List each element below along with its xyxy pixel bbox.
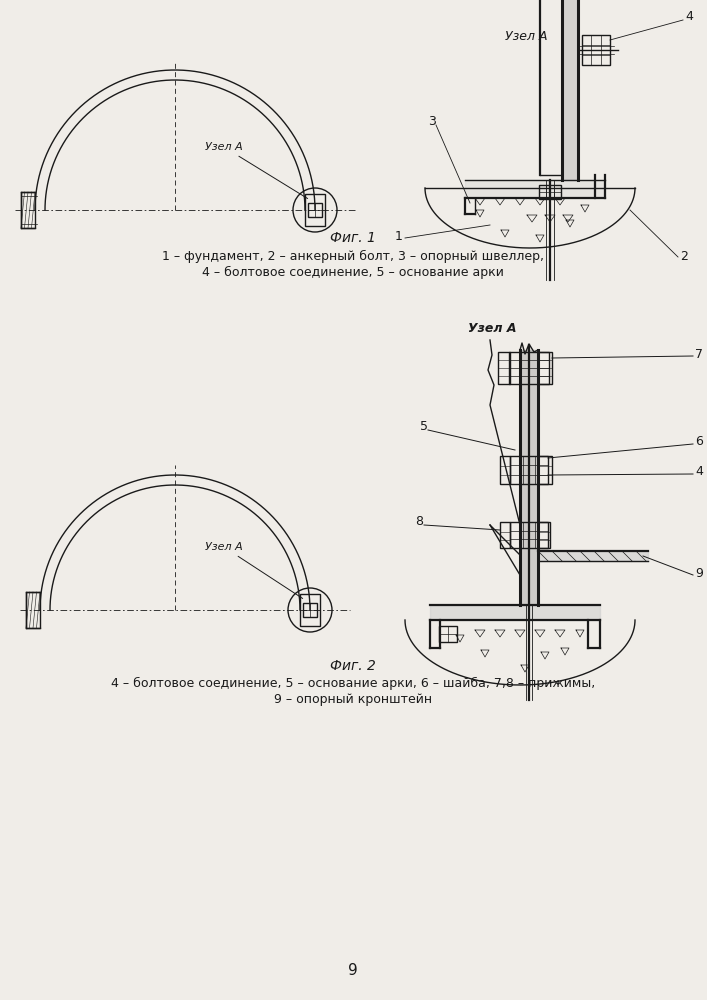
Text: 4 – болтовое соединение, 5 – основание арки, 6 – шайба, 7,8 – прижимы,: 4 – болтовое соединение, 5 – основание а… xyxy=(111,677,595,690)
Bar xyxy=(21,192,35,228)
Text: 4: 4 xyxy=(695,465,703,478)
Bar xyxy=(500,456,510,484)
Text: 9: 9 xyxy=(695,567,703,580)
Bar xyxy=(439,626,457,642)
Bar xyxy=(500,522,510,548)
Bar xyxy=(510,456,548,484)
Text: 2: 2 xyxy=(680,250,688,263)
Text: 3: 3 xyxy=(428,115,436,128)
Text: 8: 8 xyxy=(415,515,423,528)
Bar xyxy=(26,592,40,628)
Bar xyxy=(539,185,561,199)
Text: 4 – болтовое соединение, 5 – основание арки: 4 – болтовое соединение, 5 – основание а… xyxy=(202,266,504,279)
Bar xyxy=(538,522,550,548)
Text: Фиг. 2: Фиг. 2 xyxy=(330,659,376,673)
Bar xyxy=(538,352,552,384)
Bar xyxy=(538,456,552,484)
Bar xyxy=(582,35,610,65)
Bar xyxy=(498,352,510,384)
Text: Узел А: Узел А xyxy=(505,30,547,43)
Text: 1: 1 xyxy=(395,230,403,243)
Text: Узел А: Узел А xyxy=(205,542,303,598)
Text: 4: 4 xyxy=(685,10,693,23)
Text: 1 – фундамент, 2 – анкерный болт, 3 – опорный швеллер,: 1 – фундамент, 2 – анкерный болт, 3 – оп… xyxy=(162,250,544,263)
Text: 5: 5 xyxy=(420,420,428,433)
Bar xyxy=(308,203,322,217)
Text: Узел А: Узел А xyxy=(205,142,308,199)
Bar xyxy=(300,594,320,626)
Text: Узел А: Узел А xyxy=(468,322,517,335)
Text: 9: 9 xyxy=(348,963,358,978)
Bar xyxy=(509,352,549,384)
Bar xyxy=(510,522,548,548)
Text: 9 – опорный кронштейн: 9 – опорный кронштейн xyxy=(274,693,432,706)
Text: Фиг. 1: Фиг. 1 xyxy=(330,231,376,245)
Bar xyxy=(305,194,325,226)
Text: 6: 6 xyxy=(695,435,703,448)
Text: 7: 7 xyxy=(695,348,703,361)
Bar xyxy=(303,603,317,617)
